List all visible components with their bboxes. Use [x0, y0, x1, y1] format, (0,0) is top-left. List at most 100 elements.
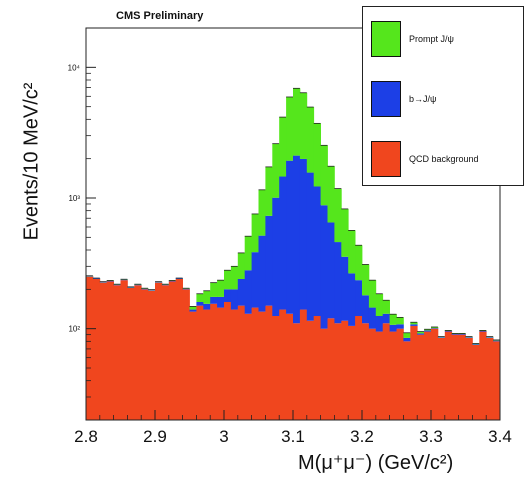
x-tick-label-1: 2.9: [143, 427, 167, 446]
axis-ticks: 2.8 2.9 3 3.1 3.2 3.3 3.4 10² 10³ 10⁴: [68, 27, 512, 446]
bar-qcd-34: [320, 328, 328, 420]
bar-prompt-30: [293, 88, 301, 156]
bar-b-35: [327, 222, 335, 319]
bar-b-8: [141, 288, 149, 290]
bar-prompt-41: [368, 280, 377, 308]
bar-qcd-15: [189, 311, 197, 420]
bar-b-7: [134, 284, 142, 286]
legend-item-b: b→J/ψ: [371, 81, 436, 117]
bar-b-58: [486, 337, 494, 338]
bar-qcd-31: [299, 309, 308, 420]
bar-qcd-4: [113, 285, 121, 420]
bar-b-43: [382, 313, 390, 324]
bar-prompt-36: [334, 188, 342, 243]
bar-qcd-21: [230, 309, 239, 420]
bar-b-56: [472, 344, 480, 345]
bar-qcd-53: [451, 334, 459, 420]
bar-prompt-47: [410, 322, 418, 325]
bar-b-10: [155, 282, 163, 283]
bar-qcd-13: [175, 278, 183, 420]
y-tick-label-0: 10²: [68, 325, 80, 334]
bar-b-55: [465, 337, 473, 338]
bar-b-40: [362, 295, 370, 324]
bar-prompt-26: [265, 166, 273, 216]
bar-qcd-35: [327, 318, 335, 420]
x-tick-label-3: 3.1: [281, 427, 305, 446]
bar-b-15: [189, 309, 197, 312]
bar-prompt-32: [306, 107, 315, 173]
bar-prompt-23: [244, 236, 252, 271]
y-tick-label-2: 10⁴: [68, 63, 81, 72]
x-tick-label-2: 3: [219, 427, 228, 446]
bar-b-31: [299, 158, 308, 310]
y-tick-label-1: 10³: [68, 194, 80, 203]
bar-prompt-29: [286, 96, 294, 161]
bar-qcd-51: [437, 337, 446, 420]
bar-b-53: [451, 334, 459, 335]
bar-qcd-44: [389, 331, 397, 420]
bar-qcd-2: [99, 282, 108, 420]
bar-prompt-45: [396, 317, 404, 325]
bar-qcd-36: [334, 323, 342, 420]
bar-prompt-19: [217, 280, 225, 297]
bar-qcd-39: [355, 316, 363, 420]
bar-qcd-45: [396, 328, 404, 420]
bar-b-49: [424, 330, 432, 332]
bar-qcd-40: [362, 323, 370, 420]
bar-qcd-54: [458, 334, 466, 420]
bar-b-19: [217, 296, 225, 308]
bar-b-28: [279, 176, 287, 310]
bar-prompt-27: [272, 143, 280, 198]
bar-b-37: [341, 256, 349, 321]
bar-prompt-28: [279, 117, 287, 177]
legend-label-prompt: Prompt J/ψ: [409, 34, 454, 44]
bar-b-27: [272, 197, 280, 317]
bar-prompt-39: [355, 245, 363, 281]
bar-qcd-9: [148, 290, 156, 420]
bar-b-29: [286, 160, 294, 314]
bar-prompt-43: [382, 300, 390, 314]
bar-b-44: [389, 324, 397, 332]
bar-qcd-28: [279, 309, 287, 420]
bar-b-26: [265, 215, 273, 306]
bar-prompt-33: [313, 123, 321, 187]
bar-prompt-40: [362, 264, 370, 296]
bar-b-2: [99, 282, 108, 283]
legend-swatch-qcd: [371, 141, 401, 177]
bar-qcd-1: [92, 278, 101, 420]
bar-b-38: [348, 273, 356, 326]
bar-prompt-35: [327, 166, 335, 223]
bar-qcd-59: [493, 341, 501, 420]
bar-b-36: [334, 242, 342, 324]
bar-b-18: [210, 296, 218, 304]
bar-b-33: [313, 186, 321, 317]
bar-b-32: [306, 172, 315, 321]
bar-b-6: [127, 287, 135, 288]
bar-b-20: [224, 289, 232, 302]
bar-qcd-10: [155, 282, 163, 420]
bar-b-4: [113, 284, 121, 286]
x-tick-label-5: 3.3: [419, 427, 443, 446]
bar-b-52: [444, 330, 453, 332]
bar-qcd-48: [417, 334, 425, 420]
bar-qcd-6: [127, 287, 135, 420]
bar-b-9: [148, 290, 156, 291]
bar-prompt-46: [403, 332, 411, 338]
bar-b-45: [396, 324, 404, 329]
bar-qcd-25: [258, 311, 266, 420]
bar-qcd-43: [382, 323, 390, 420]
bar-prompt-44: [389, 314, 397, 325]
bar-prompt-37: [341, 208, 349, 257]
bar-qcd-30: [293, 323, 301, 420]
bar-b-54: [458, 334, 466, 335]
bar-qcd-55: [465, 337, 473, 420]
bar-qcd-17: [203, 309, 211, 420]
bar-b-41: [368, 307, 377, 329]
y-axis-label: Events/10 MeV/c²: [20, 82, 43, 241]
bar-b-24: [251, 252, 259, 308]
bar-qcd-22: [237, 305, 246, 420]
bar-prompt-42: [375, 293, 384, 317]
bar-qcd-24: [251, 307, 259, 420]
bar-qcd-5: [120, 280, 128, 420]
